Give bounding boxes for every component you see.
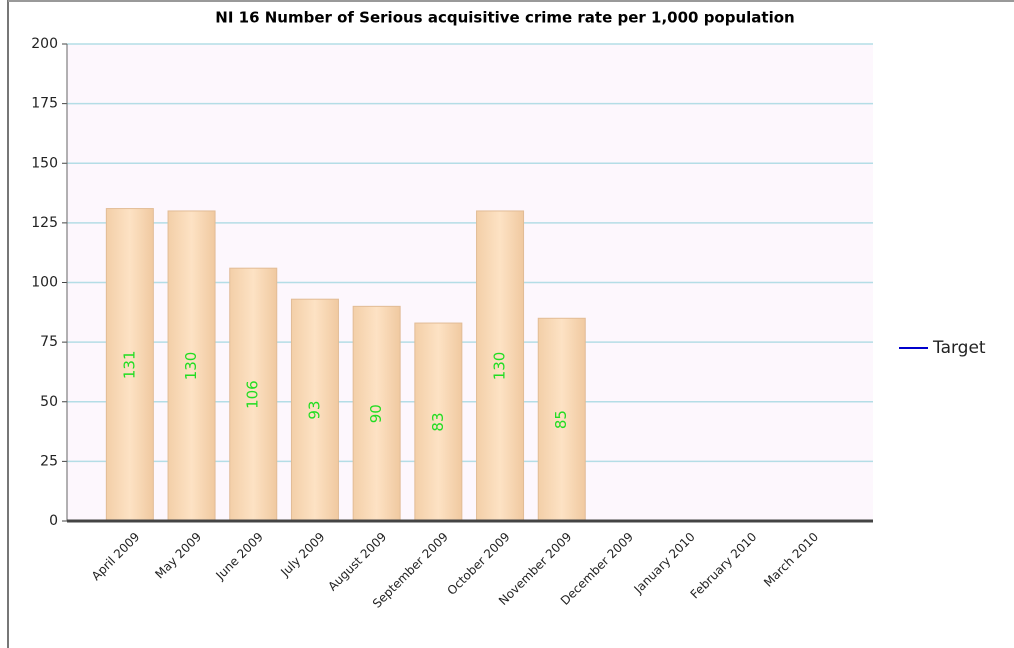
bar — [229, 267, 278, 522]
value-label: 93 — [305, 401, 323, 420]
bar — [105, 208, 154, 522]
y-tick-label: 50 — [40, 394, 58, 410]
value-label: 85 — [552, 410, 570, 429]
y-tick-label: 125 — [31, 215, 58, 231]
value-label: 83 — [429, 412, 447, 431]
bar — [476, 210, 525, 522]
y-tick-label: 25 — [40, 453, 58, 469]
bar — [414, 322, 463, 522]
value-label: 130 — [491, 352, 509, 381]
bar — [167, 210, 216, 522]
value-label: 106 — [244, 380, 262, 409]
value-label: 131 — [120, 350, 138, 379]
value-label: 130 — [182, 352, 200, 381]
bar — [537, 317, 586, 522]
y-tick-label: 200 — [31, 36, 58, 52]
y-tick-label: 75 — [40, 334, 58, 350]
bar — [290, 298, 339, 522]
value-label: 90 — [367, 404, 385, 423]
y-tick-label: 175 — [31, 96, 58, 112]
y-tick-label: 150 — [31, 155, 58, 171]
y-tick-label: 0 — [49, 513, 58, 529]
chart-title: NI 16 Number of Serious acquisitive crim… — [215, 9, 794, 27]
bar — [352, 305, 401, 522]
y-tick-label: 100 — [31, 275, 58, 291]
legend-label: Target — [932, 338, 986, 358]
